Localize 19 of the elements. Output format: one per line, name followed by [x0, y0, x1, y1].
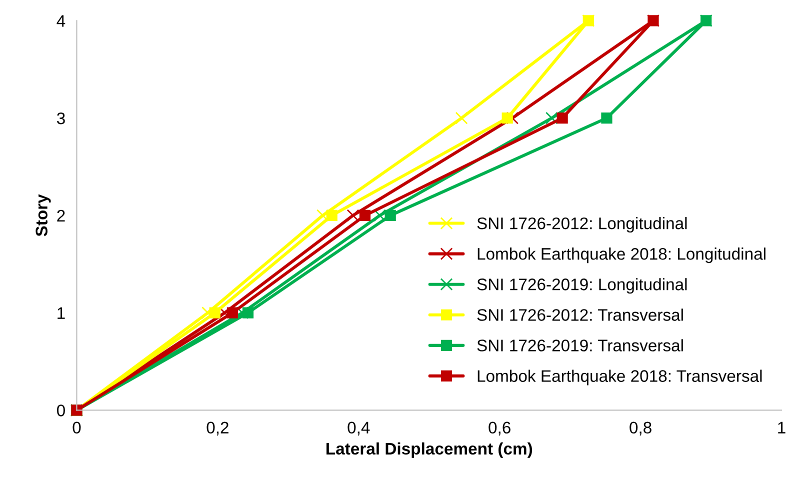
x-tick-label: 0,6 [488, 422, 510, 436]
y-tick-label: 0 [57, 404, 65, 416]
legend-label: SNI 1726-2019: Longitudinal [477, 278, 687, 294]
y-tick-label: 4 [56, 15, 66, 27]
x-tick-label: 0 [72, 422, 81, 434]
x-tick-label: 0,8 [630, 422, 652, 436]
legend-label: Lombok Earthquake 2018: Longitudinal [478, 248, 766, 264]
legend-label: SNI 1726-2019: Transversal [477, 339, 683, 352]
x-tick-label: 0,2 [206, 422, 228, 436]
y-tick-label: 1 [58, 307, 65, 319]
legend-label: SNI 1726-2012: Transversal [477, 308, 683, 321]
x-tick-label: 0,4 [348, 422, 370, 436]
x-tick-label: 1 [778, 422, 786, 434]
legend-label: SNI 1726-2012: Longitudinal [477, 217, 687, 233]
y-tick-label: 2 [57, 210, 65, 222]
x-axis-title: Lateral Displacement (cm) [326, 442, 532, 458]
legend-label: Lombok Earthquake 2018: Transversal [478, 370, 762, 386]
y-tick-label: 3 [56, 112, 65, 124]
y-axis-title: Story [36, 194, 51, 236]
